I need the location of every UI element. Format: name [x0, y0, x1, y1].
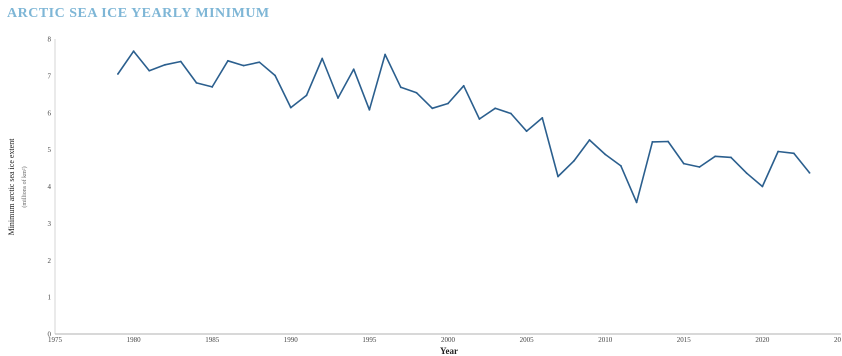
y-tick-label: 7: [48, 72, 52, 80]
y-axis-unit: (millions of km²): [21, 166, 28, 207]
y-tick-label: 8: [48, 36, 52, 44]
data-point: [730, 156, 732, 159]
data-point: [509, 112, 512, 115]
data-point: [745, 172, 748, 175]
y-tick-label: 6: [48, 109, 52, 117]
x-tick-label: 2020: [755, 336, 770, 344]
data-point: [604, 153, 607, 156]
x-tick-label: 2000: [441, 336, 456, 344]
data-point: [635, 201, 638, 204]
data-point: [494, 107, 497, 110]
x-tick-label: 1990: [284, 336, 299, 344]
data-point: [274, 74, 276, 77]
y-tick-label: 3: [48, 220, 52, 228]
data-point: [525, 130, 528, 133]
x-tick-label: 1980: [127, 336, 142, 344]
data-point: [227, 59, 229, 62]
data-point: [714, 155, 717, 158]
data-point: [415, 91, 418, 94]
data-point: [620, 164, 622, 167]
x-tick-label: 1995: [362, 336, 377, 344]
x-tick-label: 2010: [598, 336, 613, 344]
data-point: [541, 117, 544, 119]
y-tick-label: 0: [48, 331, 52, 339]
data-point: [698, 166, 701, 168]
data-point: [777, 150, 780, 153]
data-point: [337, 97, 339, 99]
data-point: [572, 160, 575, 162]
data-point: [792, 152, 795, 155]
x-tick-label: 2005: [520, 336, 535, 344]
data-point: [164, 63, 166, 66]
data-point: [321, 57, 324, 60]
data-point: [431, 107, 434, 110]
data-point: [179, 60, 182, 63]
x-tick-label: 1975: [48, 336, 63, 344]
data-point: [667, 140, 669, 143]
data-point: [211, 86, 214, 88]
data-point: [305, 94, 308, 97]
data-point: [808, 171, 811, 174]
series-line: [117, 50, 811, 204]
data-point: [289, 106, 292, 109]
x-tick-label: 2015: [677, 336, 692, 344]
data-point: [352, 68, 355, 71]
x-axis-title: Year: [440, 346, 458, 356]
y-tick-label: 2: [48, 257, 52, 265]
y-tick-label: 4: [48, 183, 52, 191]
data-point: [761, 185, 764, 188]
data-point: [651, 140, 654, 143]
data-point: [557, 175, 559, 178]
y-tick-label: 5: [48, 146, 52, 154]
data-point: [242, 64, 245, 67]
data-point: [682, 162, 685, 165]
data-point: [116, 73, 119, 75]
data-point: [588, 139, 591, 141]
data-point: [132, 50, 135, 53]
x-tick-label: 20: [834, 336, 842, 344]
data-point: [447, 102, 449, 105]
data-point: [195, 81, 198, 84]
y-tick-label: 1: [48, 294, 52, 302]
data-point: [368, 108, 371, 111]
y-axis-title: Minimum arctic sea ice extent: [7, 138, 16, 236]
x-tick-label: 1985: [205, 336, 220, 344]
chart-title: ARCTIC SEA ICE YEARLY MINIMUM: [7, 6, 270, 21]
data-point: [384, 53, 387, 56]
data-point: [462, 84, 465, 87]
data-point: [399, 86, 402, 89]
data-point: [148, 69, 151, 72]
data-point: [258, 61, 261, 64]
data-point: [478, 118, 481, 120]
